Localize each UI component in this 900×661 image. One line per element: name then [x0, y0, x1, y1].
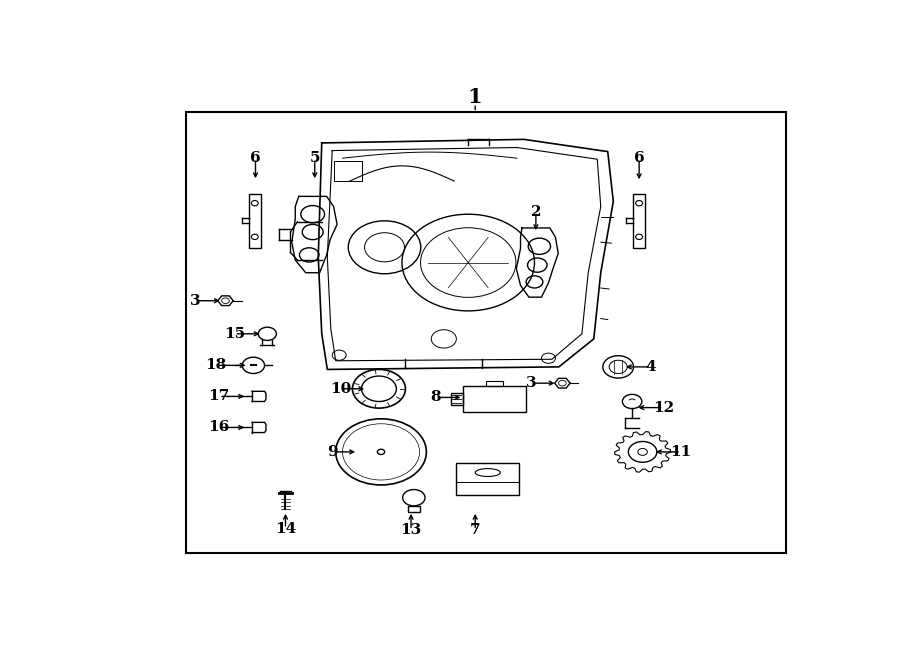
Bar	[334, 161, 362, 181]
Text: 7: 7	[470, 524, 481, 537]
Text: 17: 17	[209, 389, 230, 403]
Bar	[185, 112, 786, 553]
Text: 10: 10	[330, 382, 352, 396]
Text: 14: 14	[274, 522, 296, 536]
Text: 5: 5	[310, 151, 320, 165]
Text: 15: 15	[224, 327, 245, 341]
Text: 16: 16	[209, 420, 230, 434]
Text: 6: 6	[250, 151, 261, 165]
Bar	[464, 386, 526, 412]
Text: 3: 3	[190, 293, 200, 308]
Bar	[633, 194, 645, 247]
Text: 12: 12	[653, 401, 674, 414]
Bar	[248, 194, 261, 247]
Text: 3: 3	[526, 376, 536, 390]
Text: 13: 13	[400, 524, 422, 537]
Bar	[486, 381, 503, 386]
Text: 8: 8	[430, 391, 441, 405]
Text: 9: 9	[328, 445, 338, 459]
Text: 2: 2	[531, 205, 541, 219]
Bar	[408, 506, 420, 512]
Text: 18: 18	[205, 358, 227, 372]
Text: 11: 11	[670, 445, 691, 459]
Text: 1: 1	[468, 87, 482, 107]
Bar	[456, 463, 519, 494]
Bar	[451, 393, 464, 405]
Text: 6: 6	[634, 151, 644, 165]
Text: 4: 4	[645, 360, 656, 374]
